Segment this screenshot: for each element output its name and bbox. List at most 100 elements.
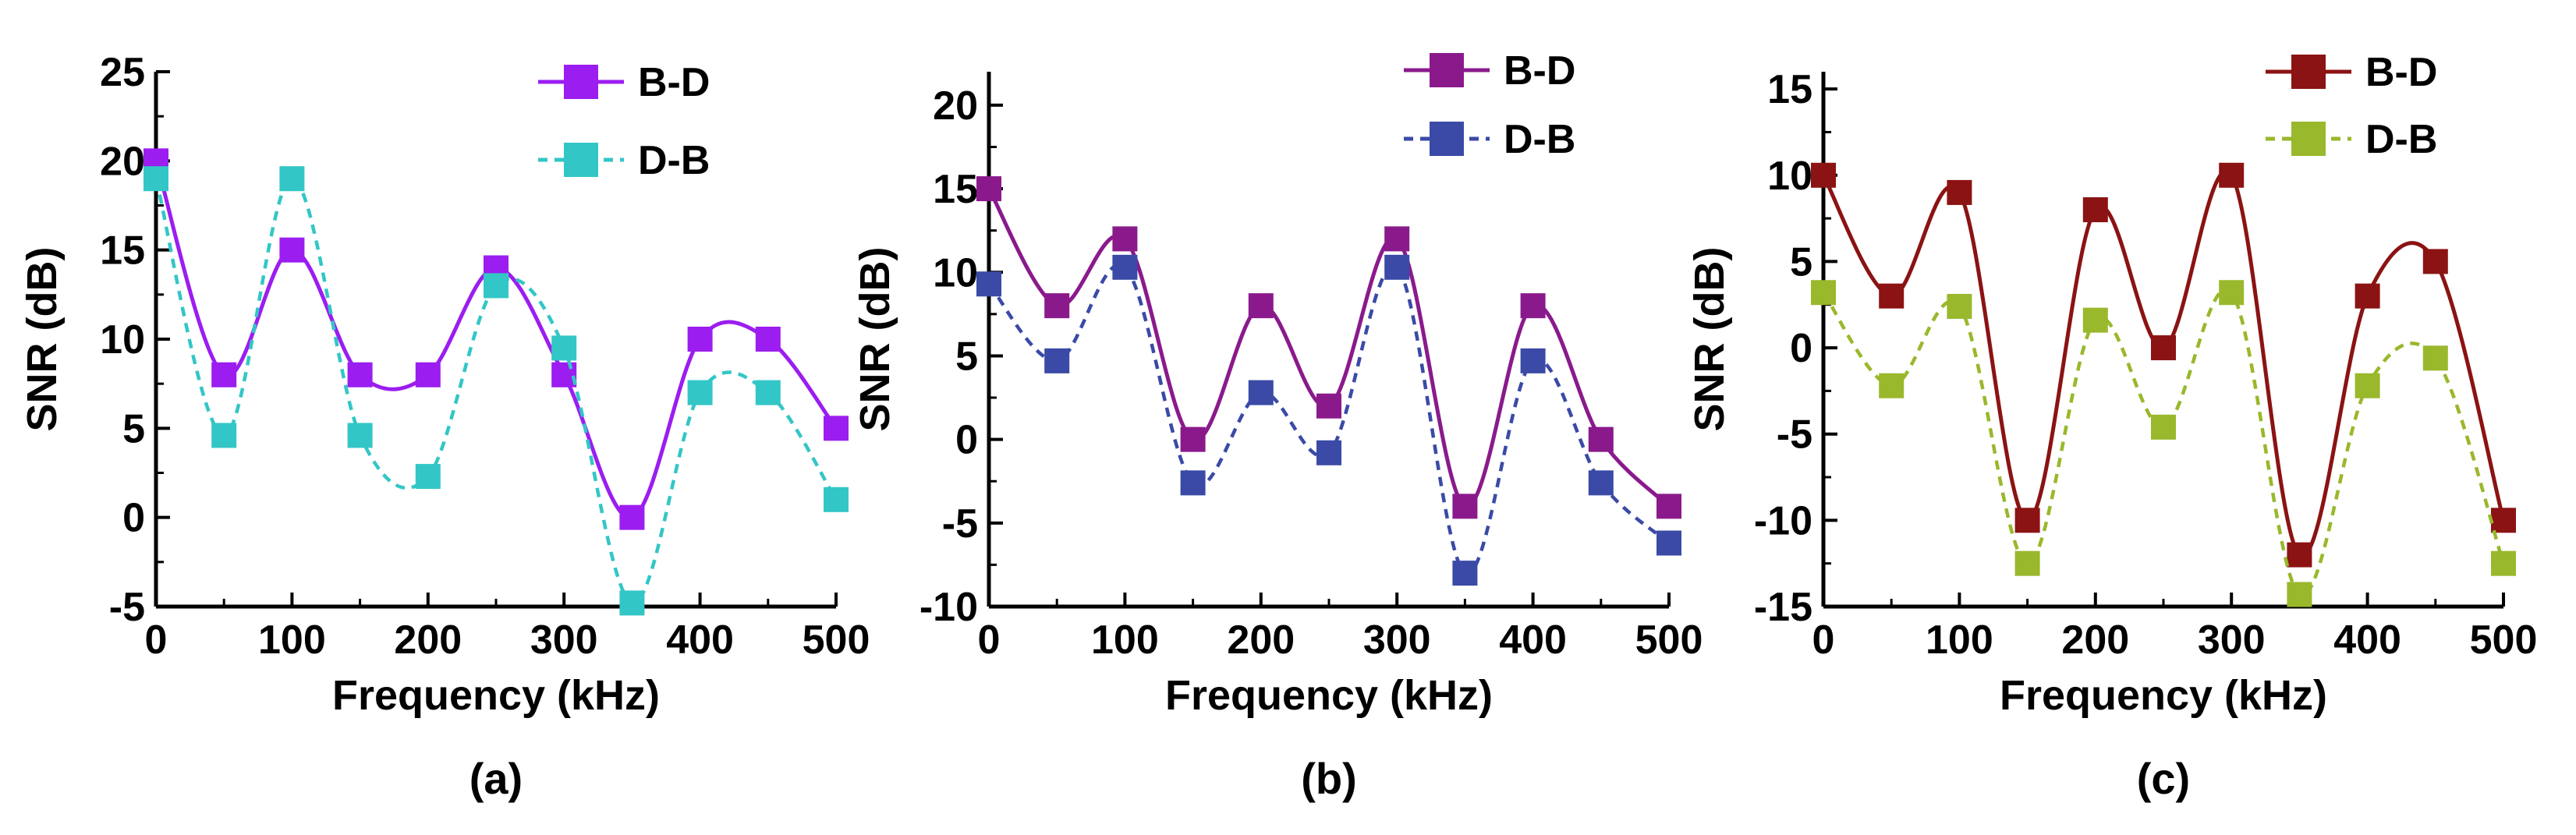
data-point-d-b [279, 166, 305, 192]
legend-label-d-b: D-B [638, 138, 710, 183]
x-tick-label: 200 [394, 617, 462, 663]
data-point-b-d [1316, 393, 1341, 419]
legend-label-d-b: D-B [2365, 117, 2437, 162]
x-tick-label: 100 [1926, 617, 1993, 663]
y-tick-label: 5 [122, 406, 145, 451]
data-point-b-d [1044, 293, 1070, 319]
data-point-d-b [2491, 550, 2516, 576]
x-tick-label: 300 [2198, 617, 2266, 663]
series-line-d-b [987, 263, 1671, 576]
data-point-d-b [1384, 254, 1410, 280]
data-point-d-b [687, 380, 713, 405]
data-point-d-b [2082, 307, 2108, 333]
x-tick-label: 400 [2333, 617, 2401, 663]
y-tick-label: 10 [100, 317, 145, 363]
data-point-b-d [1452, 494, 1478, 519]
y-tick-label: 15 [100, 228, 145, 274]
y-tick-label: 15 [933, 167, 978, 212]
data-point-b-d [619, 504, 645, 530]
y-tick-label: 5 [1790, 239, 1812, 285]
data-point-b-d [976, 176, 1001, 202]
x-tick-label: 200 [2061, 617, 2129, 663]
x-tick-label: 500 [803, 617, 870, 663]
data-point-d-b [755, 380, 781, 405]
data-point-d-b [1452, 561, 1478, 586]
x-tick-label: 300 [530, 617, 598, 663]
data-point-d-b [2287, 582, 2312, 607]
y-axis-title: SNR (dB) [1686, 247, 1733, 432]
legend-marker-d-b [2291, 122, 2326, 156]
data-point-d-b [144, 166, 168, 192]
data-point-b-d [1112, 226, 1138, 252]
data-point-d-b [1180, 470, 1206, 496]
x-tick-label: 0 [145, 617, 168, 663]
x-tick-label: 0 [1812, 617, 1835, 663]
y-tick-label: 5 [955, 334, 978, 379]
legend-marker-b-d [2291, 55, 2326, 89]
y-tick-label: -5 [942, 501, 978, 547]
data-point-d-b [1044, 348, 1070, 373]
y-tick-label: 20 [933, 83, 978, 129]
data-point-d-b [347, 423, 373, 448]
data-point-b-d [1384, 226, 1410, 252]
y-tick-label: 0 [122, 496, 145, 541]
x-tick-label: 500 [2470, 617, 2538, 663]
data-point-d-b [1947, 293, 1972, 319]
data-point-b-d [2355, 283, 2380, 309]
data-point-b-d [755, 327, 781, 352]
data-point-b-d [687, 327, 713, 352]
y-tick-label: 10 [1767, 154, 1812, 199]
data-point-d-b [211, 423, 237, 448]
data-point-d-b [619, 590, 645, 616]
x-tick-label: 200 [1227, 617, 1295, 663]
x-axis-title: Frequency (kHz) [1165, 672, 1493, 719]
data-point-d-b [2219, 280, 2245, 306]
data-point-b-d [824, 416, 849, 441]
data-point-b-d [1520, 293, 1546, 319]
x-axis-title: Frequency (kHz) [2000, 672, 2327, 719]
data-point-b-d [551, 362, 577, 387]
data-point-b-d [2219, 162, 2245, 188]
data-point-d-b [551, 335, 577, 361]
x-tick-label: 0 [978, 617, 1001, 663]
y-tick-label: 0 [1790, 326, 1812, 371]
data-point-d-b [415, 464, 441, 490]
legend-marker-d-b [564, 143, 598, 177]
x-axis-title: Frequency (kHz) [332, 672, 660, 719]
data-point-d-b [976, 271, 1001, 297]
y-tick-label: 0 [955, 418, 978, 463]
data-point-d-b [484, 273, 508, 299]
y-axis-title: SNR (dB) [852, 247, 898, 432]
legend-marker-b-d [1430, 53, 1464, 87]
panel-label: (b) [1301, 754, 1357, 803]
data-point-b-d [1588, 426, 1614, 452]
data-point-d-b [2014, 550, 2040, 576]
data-point-b-d [347, 362, 373, 387]
data-point-b-d [2151, 335, 2176, 361]
y-tick-label: -5 [109, 585, 145, 630]
data-point-b-d [1947, 179, 1972, 205]
data-point-b-d [2082, 197, 2108, 223]
x-tick-label: 400 [1499, 617, 1567, 663]
data-point-d-b [1112, 254, 1138, 280]
data-point-b-d [2287, 542, 2312, 568]
data-point-d-b [824, 486, 849, 512]
y-tick-label: 25 [100, 50, 145, 95]
data-point-b-d [1248, 293, 1274, 319]
x-tick-label: 500 [1635, 617, 1703, 663]
data-point-d-b [1316, 440, 1341, 465]
panel-label: (a) [469, 754, 523, 803]
data-point-b-d [1180, 426, 1206, 452]
data-point-b-d [1879, 283, 1905, 309]
series-line-d-b [1822, 288, 2506, 597]
y-axis-title: SNR (dB) [19, 247, 66, 432]
data-point-d-b [1248, 380, 1274, 405]
data-point-b-d [1657, 494, 1681, 519]
legend-marker-d-b [1430, 122, 1464, 156]
y-tick-label: 20 [100, 139, 145, 184]
data-point-d-b [1811, 280, 1836, 306]
panel-c: -15 -10 -5 0 5 10 15 0 100 200 300 400 500 Frequency … [1686, 50, 2537, 803]
data-point-d-b [1520, 348, 1546, 373]
